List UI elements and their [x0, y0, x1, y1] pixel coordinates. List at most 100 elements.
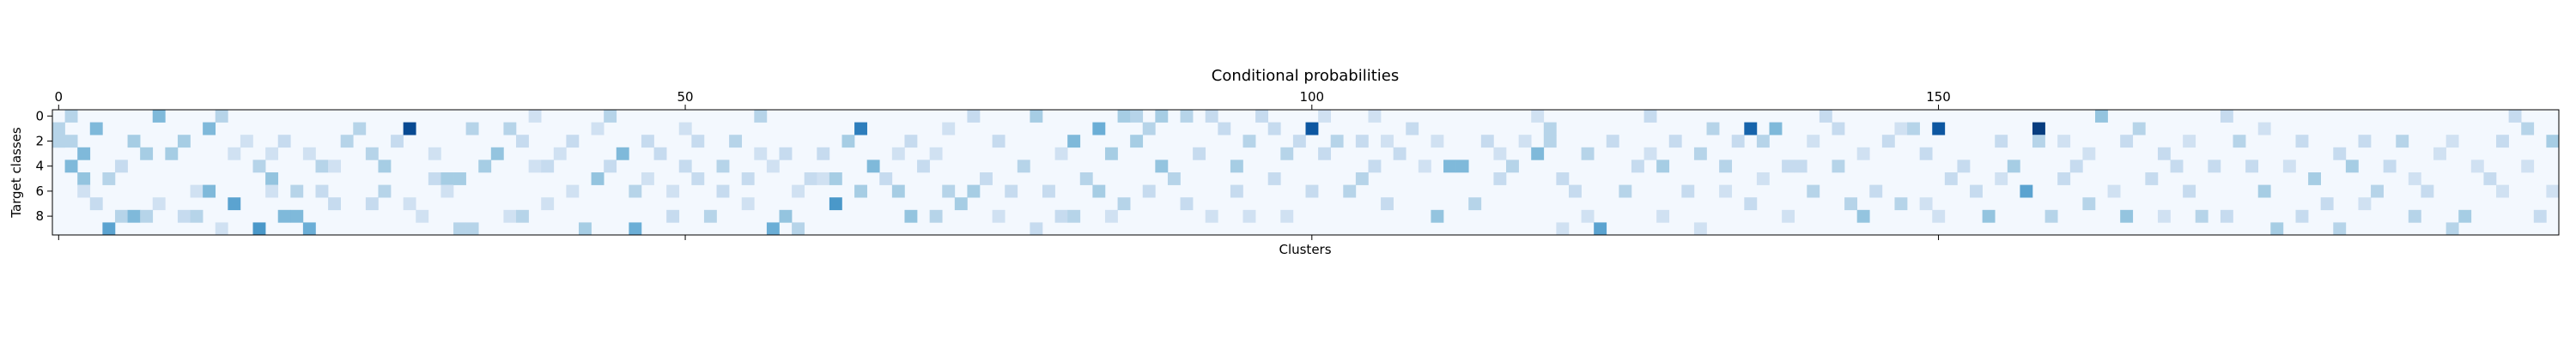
heatmap-cell — [1631, 159, 1644, 173]
heatmap-cell — [1782, 159, 1795, 173]
heatmap-cell — [2132, 122, 2146, 135]
heatmap-cell — [2483, 172, 2497, 185]
heatmap-cell — [891, 147, 905, 160]
heatmap-cell — [754, 110, 768, 123]
heatmap-cell — [1142, 122, 1156, 135]
heatmap-cell — [228, 197, 241, 211]
heatmap-cell — [779, 209, 793, 223]
heatmap-cell — [678, 159, 692, 173]
heatmap-cell — [1468, 197, 1482, 211]
heatmap-cell — [102, 222, 116, 236]
heatmap-cell — [1381, 197, 1394, 211]
heatmap-cell — [378, 159, 392, 173]
heatmap-cell — [503, 122, 517, 135]
heatmap-cell — [1606, 135, 1619, 148]
heatmap-cell — [1856, 209, 1870, 223]
heatmap-cell — [503, 209, 517, 223]
heatmap-cell — [1932, 122, 1946, 135]
heatmap-cell — [992, 135, 1005, 148]
heatmap-cell — [177, 209, 191, 223]
y-tick-label: 4 — [35, 159, 44, 174]
heatmap-cell — [616, 147, 629, 160]
heatmap-cell — [2032, 122, 2045, 135]
heatmap-cell — [703, 209, 717, 223]
heatmap-cell — [64, 159, 78, 173]
heatmap-cell — [64, 110, 78, 123]
heatmap-cell — [2120, 135, 2134, 148]
heatmap-cell — [416, 209, 429, 223]
heatmap-cell — [1894, 197, 1908, 211]
heatmap-cell — [1693, 222, 1707, 236]
heatmap-cell — [2195, 209, 2208, 223]
heatmap-cell — [891, 184, 905, 198]
heatmap-cell — [2220, 209, 2233, 223]
heatmap-cell — [691, 172, 705, 185]
heatmap-cell — [1343, 184, 1357, 198]
heatmap-cell — [2245, 159, 2259, 173]
heatmap-cell — [1255, 110, 1269, 123]
heatmap-cell — [2358, 197, 2372, 211]
heatmap-cell — [2032, 135, 2045, 148]
heatmap-cell — [1054, 147, 1068, 160]
heatmap-cell — [604, 110, 617, 123]
heatmap-cell — [1242, 135, 1256, 148]
heatmap-cell — [152, 110, 166, 123]
heatmap-cell — [666, 184, 680, 198]
heatmap-cell — [315, 159, 329, 173]
heatmap-cell — [1230, 184, 1243, 198]
heatmap-cell — [1117, 197, 1131, 211]
heatmap-cell — [1104, 147, 1118, 160]
heatmap-cell — [2082, 197, 2096, 211]
heatmap-cell — [817, 147, 830, 160]
heatmap-cell — [391, 135, 404, 148]
heatmap-cell — [465, 222, 479, 236]
heatmap-cell — [1944, 172, 1958, 185]
heatmap-cell — [1656, 159, 1670, 173]
heatmap-cell — [440, 184, 454, 198]
heatmap-cell — [1756, 135, 1770, 148]
heatmap-cell — [2208, 159, 2221, 173]
heatmap-cell — [1431, 209, 1444, 223]
heatmap-cell — [2396, 135, 2409, 148]
heatmap-cell — [716, 159, 730, 173]
heatmap-cell — [1480, 135, 1494, 148]
heatmap-cell — [1731, 135, 1745, 148]
heatmap-cell — [1493, 172, 1507, 185]
heatmap-cell — [954, 197, 968, 211]
heatmap-cell — [2408, 172, 2421, 185]
heatmap-cell — [1030, 222, 1043, 236]
heatmap-cell — [817, 172, 830, 185]
heatmap-cell — [967, 110, 981, 123]
heatmap-cell — [290, 184, 304, 198]
heatmap-cell — [1443, 159, 1456, 173]
heatmap-cell — [1230, 159, 1243, 173]
heatmap-cell — [741, 172, 755, 185]
heatmap-cell — [604, 159, 617, 173]
y-tick-label: 6 — [35, 184, 44, 199]
heatmap-cell — [465, 122, 479, 135]
heatmap-cell — [1769, 122, 1783, 135]
heatmap-cell — [1142, 184, 1156, 198]
heatmap-cell — [1744, 122, 1758, 135]
heatmap-cell — [1556, 172, 1570, 185]
heatmap-cell — [203, 122, 216, 135]
heatmap-cell — [566, 135, 580, 148]
heatmap-cell — [929, 147, 943, 160]
heatmap-cell — [2270, 222, 2284, 236]
heatmap-cell — [792, 222, 805, 236]
heatmap-cell — [290, 209, 304, 223]
heatmap-cell — [591, 172, 605, 185]
heatmap-cell — [1205, 110, 1218, 123]
heatmap-cell — [741, 197, 755, 211]
heatmap-cell — [2345, 159, 2359, 173]
y-axis-ticks: 0 2 4 6 8 — [35, 108, 52, 224]
heatmap-cell — [729, 135, 743, 148]
heatmap-cell — [240, 135, 253, 148]
heatmap-cell — [64, 135, 78, 148]
heatmap-cell — [152, 197, 166, 211]
x-tick-label: 50 — [677, 89, 694, 105]
y-tick-label: 8 — [35, 208, 44, 224]
heatmap-cell — [1807, 184, 1820, 198]
heatmap-cell — [1493, 147, 1507, 160]
